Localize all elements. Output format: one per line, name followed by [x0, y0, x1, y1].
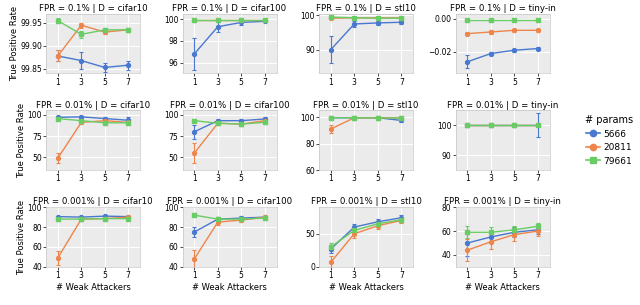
Title: FPR = 0.001% | D = cifar100: FPR = 0.001% | D = cifar100	[167, 197, 292, 206]
Title: FPR = 0.01% | D = tiny-in: FPR = 0.01% | D = tiny-in	[447, 101, 558, 110]
Title: FPR = 0.1% | D = tiny-in: FPR = 0.1% | D = tiny-in	[450, 4, 556, 13]
Title: FPR = 0.01% | D = cifar100: FPR = 0.01% | D = cifar100	[170, 101, 289, 110]
Y-axis label: True Positive Rate: True Positive Rate	[17, 199, 26, 274]
Title: FPR = 0.1% | D = cifar100: FPR = 0.1% | D = cifar100	[173, 4, 287, 13]
Y-axis label: True Positive Rate: True Positive Rate	[10, 6, 19, 81]
Title: FPR = 0.001% | D = cifar10: FPR = 0.001% | D = cifar10	[33, 197, 153, 206]
Title: FPR = 0.001% | D = stl10: FPR = 0.001% | D = stl10	[310, 197, 422, 206]
Legend: 5666, 20811, 79661: 5666, 20811, 79661	[585, 115, 633, 166]
X-axis label: # Weak Attackers: # Weak Attackers	[56, 283, 131, 292]
Title: FPR = 0.01% | D = cifar10: FPR = 0.01% | D = cifar10	[36, 101, 150, 110]
Title: FPR = 0.1% | D = cifar10: FPR = 0.1% | D = cifar10	[39, 4, 147, 13]
Title: FPR = 0.001% | D = tiny-in: FPR = 0.001% | D = tiny-in	[444, 197, 561, 206]
X-axis label: # Weak Attackers: # Weak Attackers	[328, 283, 403, 292]
Title: FPR = 0.01% | D = stl10: FPR = 0.01% | D = stl10	[314, 101, 419, 110]
X-axis label: # Weak Attackers: # Weak Attackers	[465, 283, 540, 292]
Title: FPR = 0.1% | D = stl10: FPR = 0.1% | D = stl10	[316, 4, 416, 13]
Y-axis label: True Positive Rate: True Positive Rate	[17, 103, 26, 178]
X-axis label: # Weak Attackers: # Weak Attackers	[192, 283, 267, 292]
